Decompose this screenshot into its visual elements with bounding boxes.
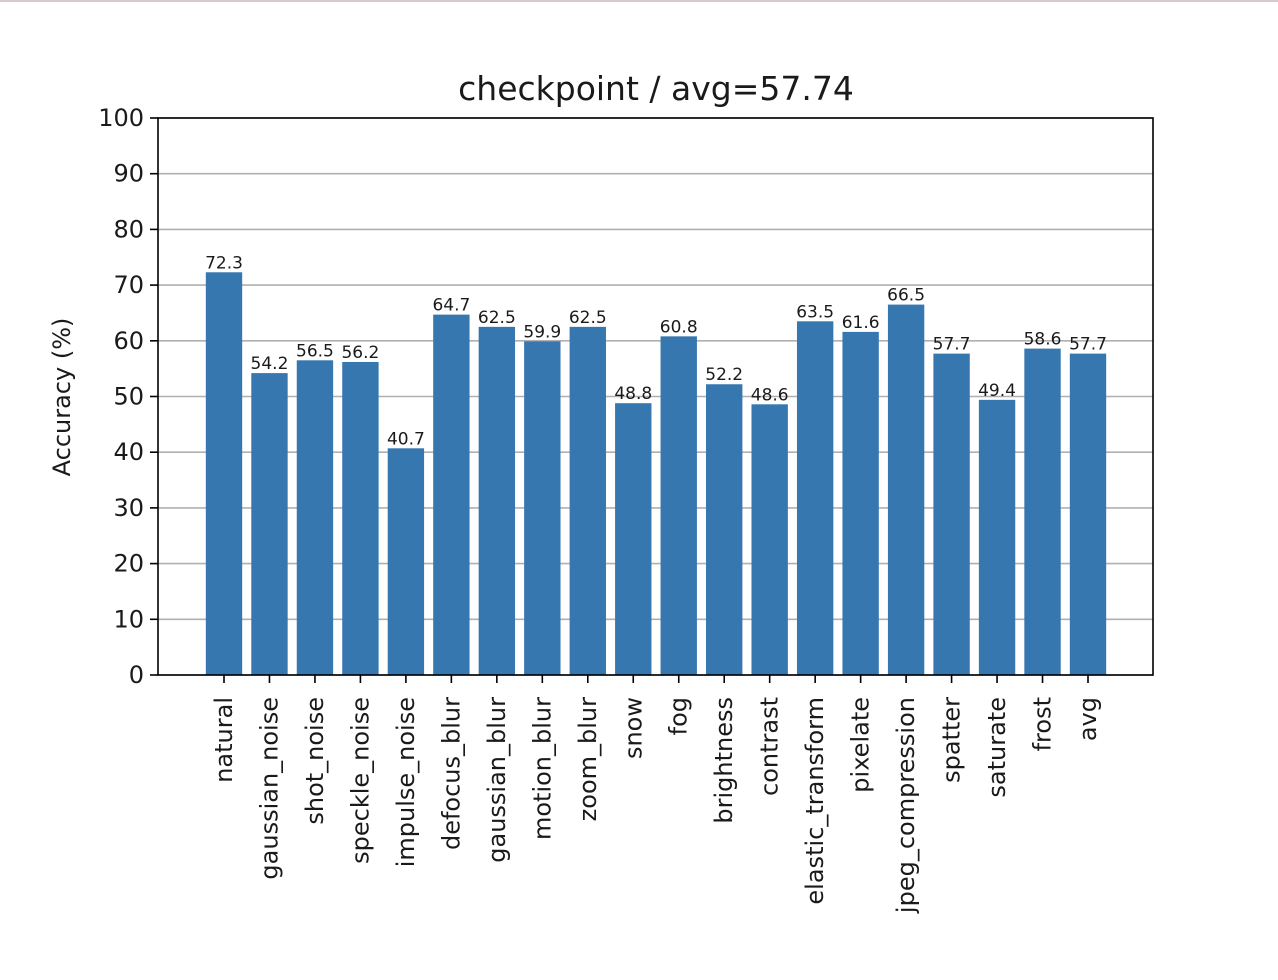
- x-tick-label: fog: [665, 697, 693, 735]
- data-label: 40.7: [387, 429, 425, 449]
- x-tick-label: saturate: [983, 697, 1011, 798]
- y-tick-label: 40: [113, 438, 144, 466]
- y-tick-label: 30: [113, 494, 144, 522]
- data-label: 49.4: [978, 381, 1016, 401]
- bar-natural: [205, 272, 243, 675]
- data-label: 56.5: [296, 341, 334, 361]
- data-label: 52.2: [705, 365, 743, 385]
- bar-snow: [615, 403, 652, 675]
- y-tick-label: 80: [113, 215, 144, 243]
- x-tick-label: natural: [210, 697, 238, 783]
- x-tick-label: snow: [619, 697, 647, 759]
- bar-zoom_blur: [569, 326, 606, 675]
- data-label: 54.2: [251, 354, 289, 374]
- x-tick-label: pixelate: [847, 697, 875, 793]
- data-label: 64.7: [432, 296, 470, 316]
- data-labels: 72.3 54.2 56.5 56.2 40.7 64.7 62.5 59.9 62.5 48.8…: [205, 253, 1107, 449]
- data-label: 63.5: [796, 302, 834, 322]
- y-axis-label: Accuracy (%): [48, 318, 76, 477]
- data-label: 57.7: [1069, 335, 1107, 355]
- window-top-border: [0, 0, 1278, 2]
- bar-contrast: [751, 404, 788, 675]
- data-label: 48.8: [614, 384, 652, 404]
- bar-gaussian_noise: [251, 373, 288, 675]
- bar-jpeg_compression: [887, 304, 925, 675]
- data-label: 61.6: [842, 313, 880, 333]
- bar-pixelate: [842, 331, 879, 675]
- x-tick-label: defocus_blur: [437, 697, 465, 850]
- bar-avg: [1069, 353, 1107, 675]
- x-tick-label: jpeg_compression: [892, 697, 920, 914]
- x-axis-ticks: natural gaussian_noise shot_noise speckle_n…: [210, 675, 1102, 914]
- x-tick-label: impulse_noise: [392, 697, 420, 867]
- x-tick-label: gaussian_noise: [255, 697, 283, 880]
- x-tick-label: speckle_noise: [346, 697, 374, 864]
- data-label: 62.5: [478, 308, 516, 328]
- bar-shot_noise: [296, 360, 334, 675]
- bars: [205, 272, 1107, 675]
- y-tick-label: 10: [113, 605, 144, 633]
- data-label: 72.3: [205, 253, 243, 273]
- x-tick-label: spatter: [938, 697, 966, 783]
- bar-spatter: [933, 353, 970, 675]
- chart-title: checkpoint / avg=57.74: [458, 69, 854, 108]
- bar-gaussian_blur: [478, 326, 516, 675]
- bar-speckle_noise: [342, 361, 379, 675]
- bar-frost: [1024, 348, 1061, 675]
- data-label: 56.2: [341, 343, 379, 363]
- bar-elastic_transform: [796, 321, 834, 675]
- x-tick-label: brightness: [710, 697, 738, 824]
- bar-motion_blur: [524, 341, 561, 675]
- data-label: 59.9: [523, 322, 561, 342]
- y-tick-label: 0: [129, 661, 144, 689]
- bar-saturate: [978, 399, 1016, 675]
- x-tick-label: frost: [1029, 697, 1057, 751]
- y-tick-label: 50: [113, 383, 144, 411]
- x-tick-label: motion_blur: [528, 697, 556, 840]
- x-tick-label: avg: [1074, 697, 1102, 741]
- data-label: 66.5: [887, 286, 925, 306]
- y-tick-label: 20: [113, 550, 144, 578]
- y-tick-label: 70: [113, 271, 144, 299]
- x-tick-label: elastic_transform: [801, 697, 829, 905]
- x-tick-label: gaussian_blur: [483, 697, 511, 863]
- x-tick-label: contrast: [756, 697, 784, 796]
- data-label: 62.5: [569, 308, 607, 328]
- bar-fog: [660, 336, 697, 675]
- bar-defocus_blur: [433, 314, 470, 675]
- data-label: 57.7: [933, 335, 971, 355]
- data-label: 48.6: [751, 385, 789, 405]
- x-tick-label: zoom_blur: [574, 697, 602, 821]
- data-label: 60.8: [660, 317, 698, 337]
- data-label: 58.6: [1024, 330, 1062, 350]
- y-tick-label: 90: [113, 160, 144, 188]
- y-tick-label: 60: [113, 327, 144, 355]
- y-axis-ticks: 0 10 20 30 40 50 60 70 80 90 100: [98, 104, 158, 689]
- bar-impulse_noise: [387, 448, 425, 675]
- x-tick-label: shot_noise: [301, 697, 329, 825]
- bar-brightness: [706, 384, 743, 675]
- y-tick-label: 100: [98, 104, 144, 132]
